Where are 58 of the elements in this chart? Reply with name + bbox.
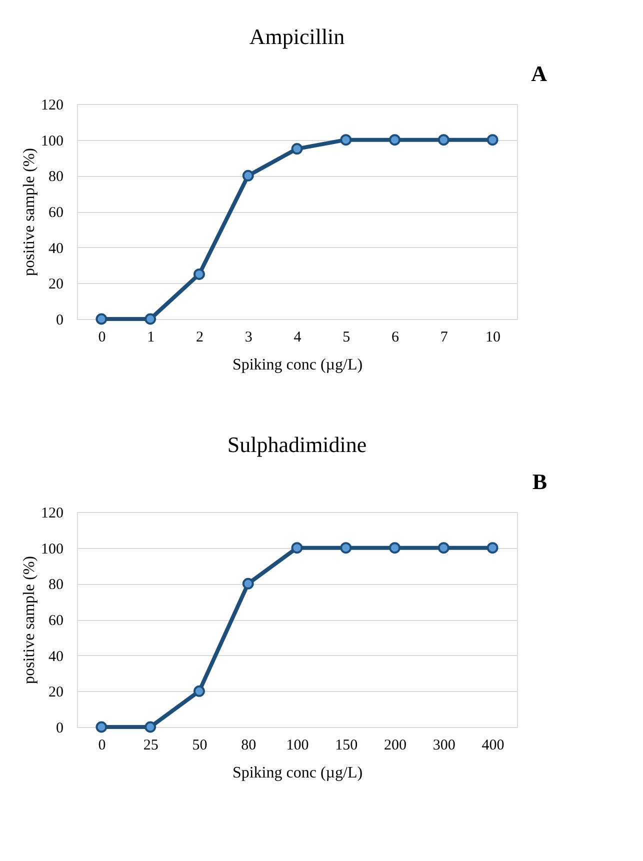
chart-title: Ampicillin — [249, 24, 345, 49]
point — [486, 134, 498, 146]
point — [193, 685, 205, 697]
y-tick-label: 80 — [48, 577, 64, 594]
point — [96, 313, 108, 325]
x-axis-title: Spiking conc (µg/L) — [232, 356, 363, 374]
point — [144, 721, 156, 733]
y-tick-label: 100 — [41, 133, 64, 150]
point — [438, 542, 450, 554]
point — [389, 542, 401, 554]
y-tick-label: 120 — [41, 98, 64, 114]
y-tick-label: 40 — [48, 240, 64, 257]
y-tick-label: 0 — [56, 312, 64, 328]
point — [291, 542, 303, 554]
y-tick-label: 20 — [48, 276, 64, 293]
x-axis-title: Spiking conc (µg/L) — [232, 764, 363, 782]
point — [242, 578, 254, 590]
y-tick-label: 0 — [56, 720, 64, 736]
x-tick-label: 50 — [192, 738, 208, 754]
y-tick-label: 20 — [48, 684, 64, 701]
point — [340, 134, 352, 146]
y-tick-label: 100 — [41, 541, 64, 558]
x-tick-label: 4 — [294, 330, 302, 346]
x-tick-label: 5 — [342, 330, 350, 346]
text: B — [532, 469, 548, 494]
point — [96, 721, 108, 733]
point — [486, 542, 498, 554]
y-tick-label: 120 — [41, 506, 64, 522]
x-tick-label: 2 — [196, 330, 204, 346]
x-tick-label: 200 — [384, 738, 407, 754]
x-tick-label: 10 — [486, 330, 501, 346]
x-tick-label: 6 — [392, 330, 400, 346]
y-tick-label: 60 — [48, 205, 64, 221]
x-tick-label: 0 — [98, 738, 106, 754]
point — [193, 268, 205, 280]
chart-title: Sulphadimidine — [227, 432, 367, 457]
y-tick-label: 80 — [48, 169, 64, 186]
point — [144, 313, 156, 325]
y-tick-label: 60 — [48, 613, 64, 629]
y-axis-title: positive sample (%) — [21, 148, 38, 276]
point — [291, 143, 303, 155]
x-tick-label: 400 — [482, 738, 504, 754]
x-tick-label: 25 — [143, 738, 158, 754]
y-tick-label: 40 — [48, 648, 64, 665]
point — [340, 542, 352, 554]
x-tick-label: 100 — [286, 738, 309, 754]
x-tick-label: 80 — [241, 738, 256, 754]
x-tick-label: 0 — [98, 330, 106, 346]
x-tick-label: 1 — [147, 330, 155, 346]
x-tick-label: 7 — [440, 330, 448, 346]
point — [242, 170, 254, 182]
point — [389, 134, 401, 146]
x-tick-label: 150 — [335, 738, 358, 754]
point — [438, 134, 450, 146]
text: A — [531, 61, 548, 86]
x-tick-label: 300 — [432, 738, 456, 754]
y-axis-title: positive sample (%) — [21, 556, 38, 684]
x-tick-label: 3 — [244, 330, 252, 346]
